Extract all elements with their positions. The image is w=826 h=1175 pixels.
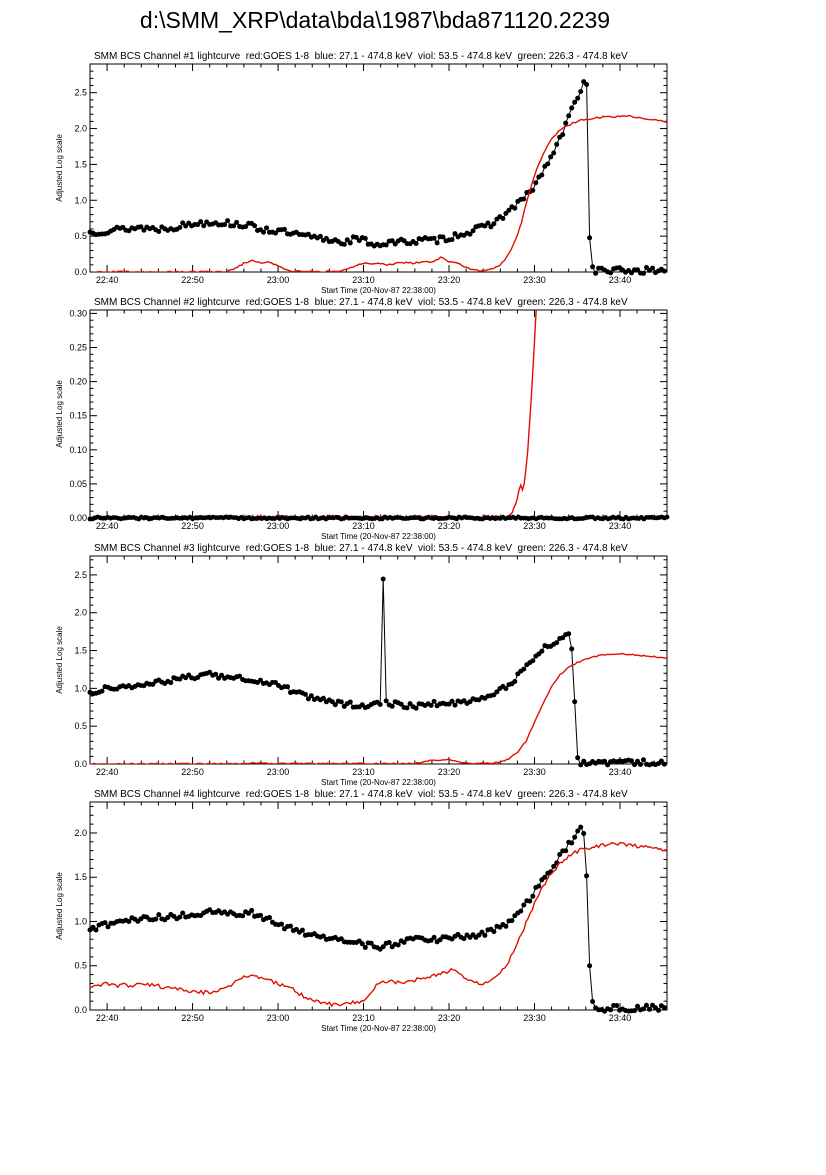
chart-panel-1: 22:40 22:50 23:00 23:10 23:20 23:30 23:40 0.0 0.… [0, 50, 750, 296]
svg-text:23:00: 23:00 [267, 275, 290, 285]
svg-text:23:40: 23:40 [609, 275, 632, 285]
chart-svg-4: 22:40 22:50 23:00 23:10 23:20 23:30 23:40 0.0 0.… [55, 789, 668, 1033]
svg-text:22:50: 22:50 [181, 521, 204, 531]
svg-text:0.5: 0.5 [74, 721, 87, 731]
y-axis-label: Adjusted Log scale [55, 134, 64, 202]
svg-text:0.10: 0.10 [69, 445, 87, 455]
svg-text:0.5: 0.5 [74, 961, 87, 971]
chart-panel-4: 22:40 22:50 23:00 23:10 23:20 23:30 23:40 0.0 0.… [0, 788, 750, 1034]
series-bcs-channel-4-counts-black-dots [87, 824, 667, 1014]
series-goes-1-8-a-red [90, 652, 667, 764]
svg-text:0.5: 0.5 [74, 231, 87, 241]
panel-title: SMM BCS Channel #2 lightcurve red:GOES 1… [94, 297, 628, 308]
svg-text:23:40: 23:40 [609, 521, 632, 531]
x-axis-label: Start Time (20-Nov-87 22:38:00) [321, 286, 436, 295]
svg-text:2.0: 2.0 [74, 608, 87, 618]
x-axis-label: Start Time (20-Nov-87 22:38:00) [321, 532, 436, 541]
svg-text:0.00: 0.00 [69, 513, 87, 523]
svg-text:23:20: 23:20 [438, 767, 461, 777]
svg-text:1.5: 1.5 [74, 159, 87, 169]
svg-text:0.0: 0.0 [74, 759, 87, 769]
svg-text:1.0: 1.0 [74, 916, 87, 926]
chart-panel-3: 22:40 22:50 23:00 23:10 23:20 23:30 23:40 0.0 0.… [0, 542, 750, 788]
svg-text:23:40: 23:40 [609, 767, 632, 777]
svg-text:2.0: 2.0 [74, 828, 87, 838]
svg-text:22:40: 22:40 [96, 767, 119, 777]
series-bcs-channel-2-counts-black-at-zero [87, 514, 670, 522]
svg-text:22:40: 22:40 [96, 1013, 119, 1023]
chart-svg-1: 22:40 22:50 23:00 23:10 23:20 23:30 23:40 0.0 0.… [55, 51, 668, 295]
y-axis-label: Adjusted Log scale [55, 626, 64, 694]
svg-text:2.5: 2.5 [74, 88, 87, 98]
axes: 22:40 22:50 23:00 23:10 23:20 23:30 23:40 0.0 0.… [55, 51, 668, 295]
svg-text:0.30: 0.30 [69, 308, 87, 318]
svg-text:23:20: 23:20 [438, 1013, 461, 1023]
svg-text:22:50: 22:50 [181, 1013, 204, 1023]
svg-text:23:10: 23:10 [352, 521, 375, 531]
svg-text:0.20: 0.20 [69, 377, 87, 387]
series-bcs-channel-3-counts-black-dots-spike-at-23-12 [87, 576, 667, 768]
panel-title: SMM BCS Channel #3 lightcurve red:GOES 1… [94, 543, 628, 554]
axes: 22:40 22:50 23:00 23:10 23:20 23:30 23:40 0.0 0.… [55, 789, 668, 1033]
svg-text:0.05: 0.05 [69, 479, 87, 489]
svg-text:23:30: 23:30 [523, 1013, 546, 1023]
svg-text:0.15: 0.15 [69, 411, 87, 421]
svg-text:23:30: 23:30 [523, 275, 546, 285]
series-goes-1-8-a-red [91, 310, 537, 518]
x-axis-label: Start Time (20-Nov-87 22:38:00) [321, 1024, 436, 1033]
chart-svg-3: 22:40 22:50 23:00 23:10 23:20 23:30 23:40 0.0 0.… [55, 543, 668, 787]
svg-text:2.5: 2.5 [74, 570, 87, 580]
svg-text:1.0: 1.0 [74, 195, 87, 205]
svg-text:2.0: 2.0 [74, 124, 87, 134]
series-goes-1-8-a-red [90, 841, 667, 1008]
svg-text:1.0: 1.0 [74, 683, 87, 693]
svg-text:0.25: 0.25 [69, 343, 87, 353]
y-axis-label: Adjusted Log scale [55, 872, 64, 940]
svg-text:23:10: 23:10 [352, 275, 375, 285]
panel-title: SMM BCS Channel #1 lightcurve red:GOES 1… [94, 51, 628, 62]
svg-text:1.5: 1.5 [74, 872, 87, 882]
svg-text:23:00: 23:00 [267, 1013, 290, 1023]
svg-text:23:30: 23:30 [523, 521, 546, 531]
panel-title: SMM BCS Channel #4 lightcurve red:GOES 1… [94, 789, 628, 800]
svg-text:1.5: 1.5 [74, 646, 87, 656]
svg-text:23:00: 23:00 [267, 521, 290, 531]
x-axis-label: Start Time (20-Nov-87 22:38:00) [321, 778, 436, 787]
svg-text:0.0: 0.0 [74, 267, 87, 277]
svg-text:23:20: 23:20 [438, 275, 461, 285]
axes: 22:40 22:50 23:00 23:10 23:20 23:30 23:40 0.00 0… [55, 297, 668, 541]
svg-text:22:50: 22:50 [181, 275, 204, 285]
svg-text:22:50: 22:50 [181, 767, 204, 777]
svg-text:23:30: 23:30 [523, 767, 546, 777]
svg-text:23:00: 23:00 [267, 767, 290, 777]
page: d:\SMM_XRP\data\bda\1987\bda871120.2239 … [0, 6, 826, 1034]
svg-text:23:20: 23:20 [438, 521, 461, 531]
charts-column: 22:40 22:50 23:00 23:10 23:20 23:30 23:40 0.0 0.… [0, 42, 826, 1034]
y-axis-label: Adjusted Log scale [55, 380, 64, 448]
svg-text:23:10: 23:10 [352, 767, 375, 777]
svg-text:23:10: 23:10 [352, 1013, 375, 1023]
svg-text:22:40: 22:40 [96, 521, 119, 531]
svg-text:23:40: 23:40 [609, 1013, 632, 1023]
axes: 22:40 22:50 23:00 23:10 23:20 23:30 23:40 0.0 0.… [55, 543, 668, 787]
chart-svg-2: 22:40 22:50 23:00 23:10 23:20 23:30 23:40 0.00 0… [55, 297, 670, 541]
series-goes-1-8-a-red [90, 114, 667, 272]
svg-text:22:40: 22:40 [96, 275, 119, 285]
svg-text:0.0: 0.0 [74, 1005, 87, 1015]
page-title: d:\SMM_XRP\data\bda\1987\bda871120.2239 [139, 7, 611, 33]
series-bcs-channel-1-counts-black-dots [87, 79, 667, 276]
chart-panel-2: 22:40 22:50 23:00 23:10 23:20 23:30 23:40 0.00 0… [0, 296, 750, 542]
